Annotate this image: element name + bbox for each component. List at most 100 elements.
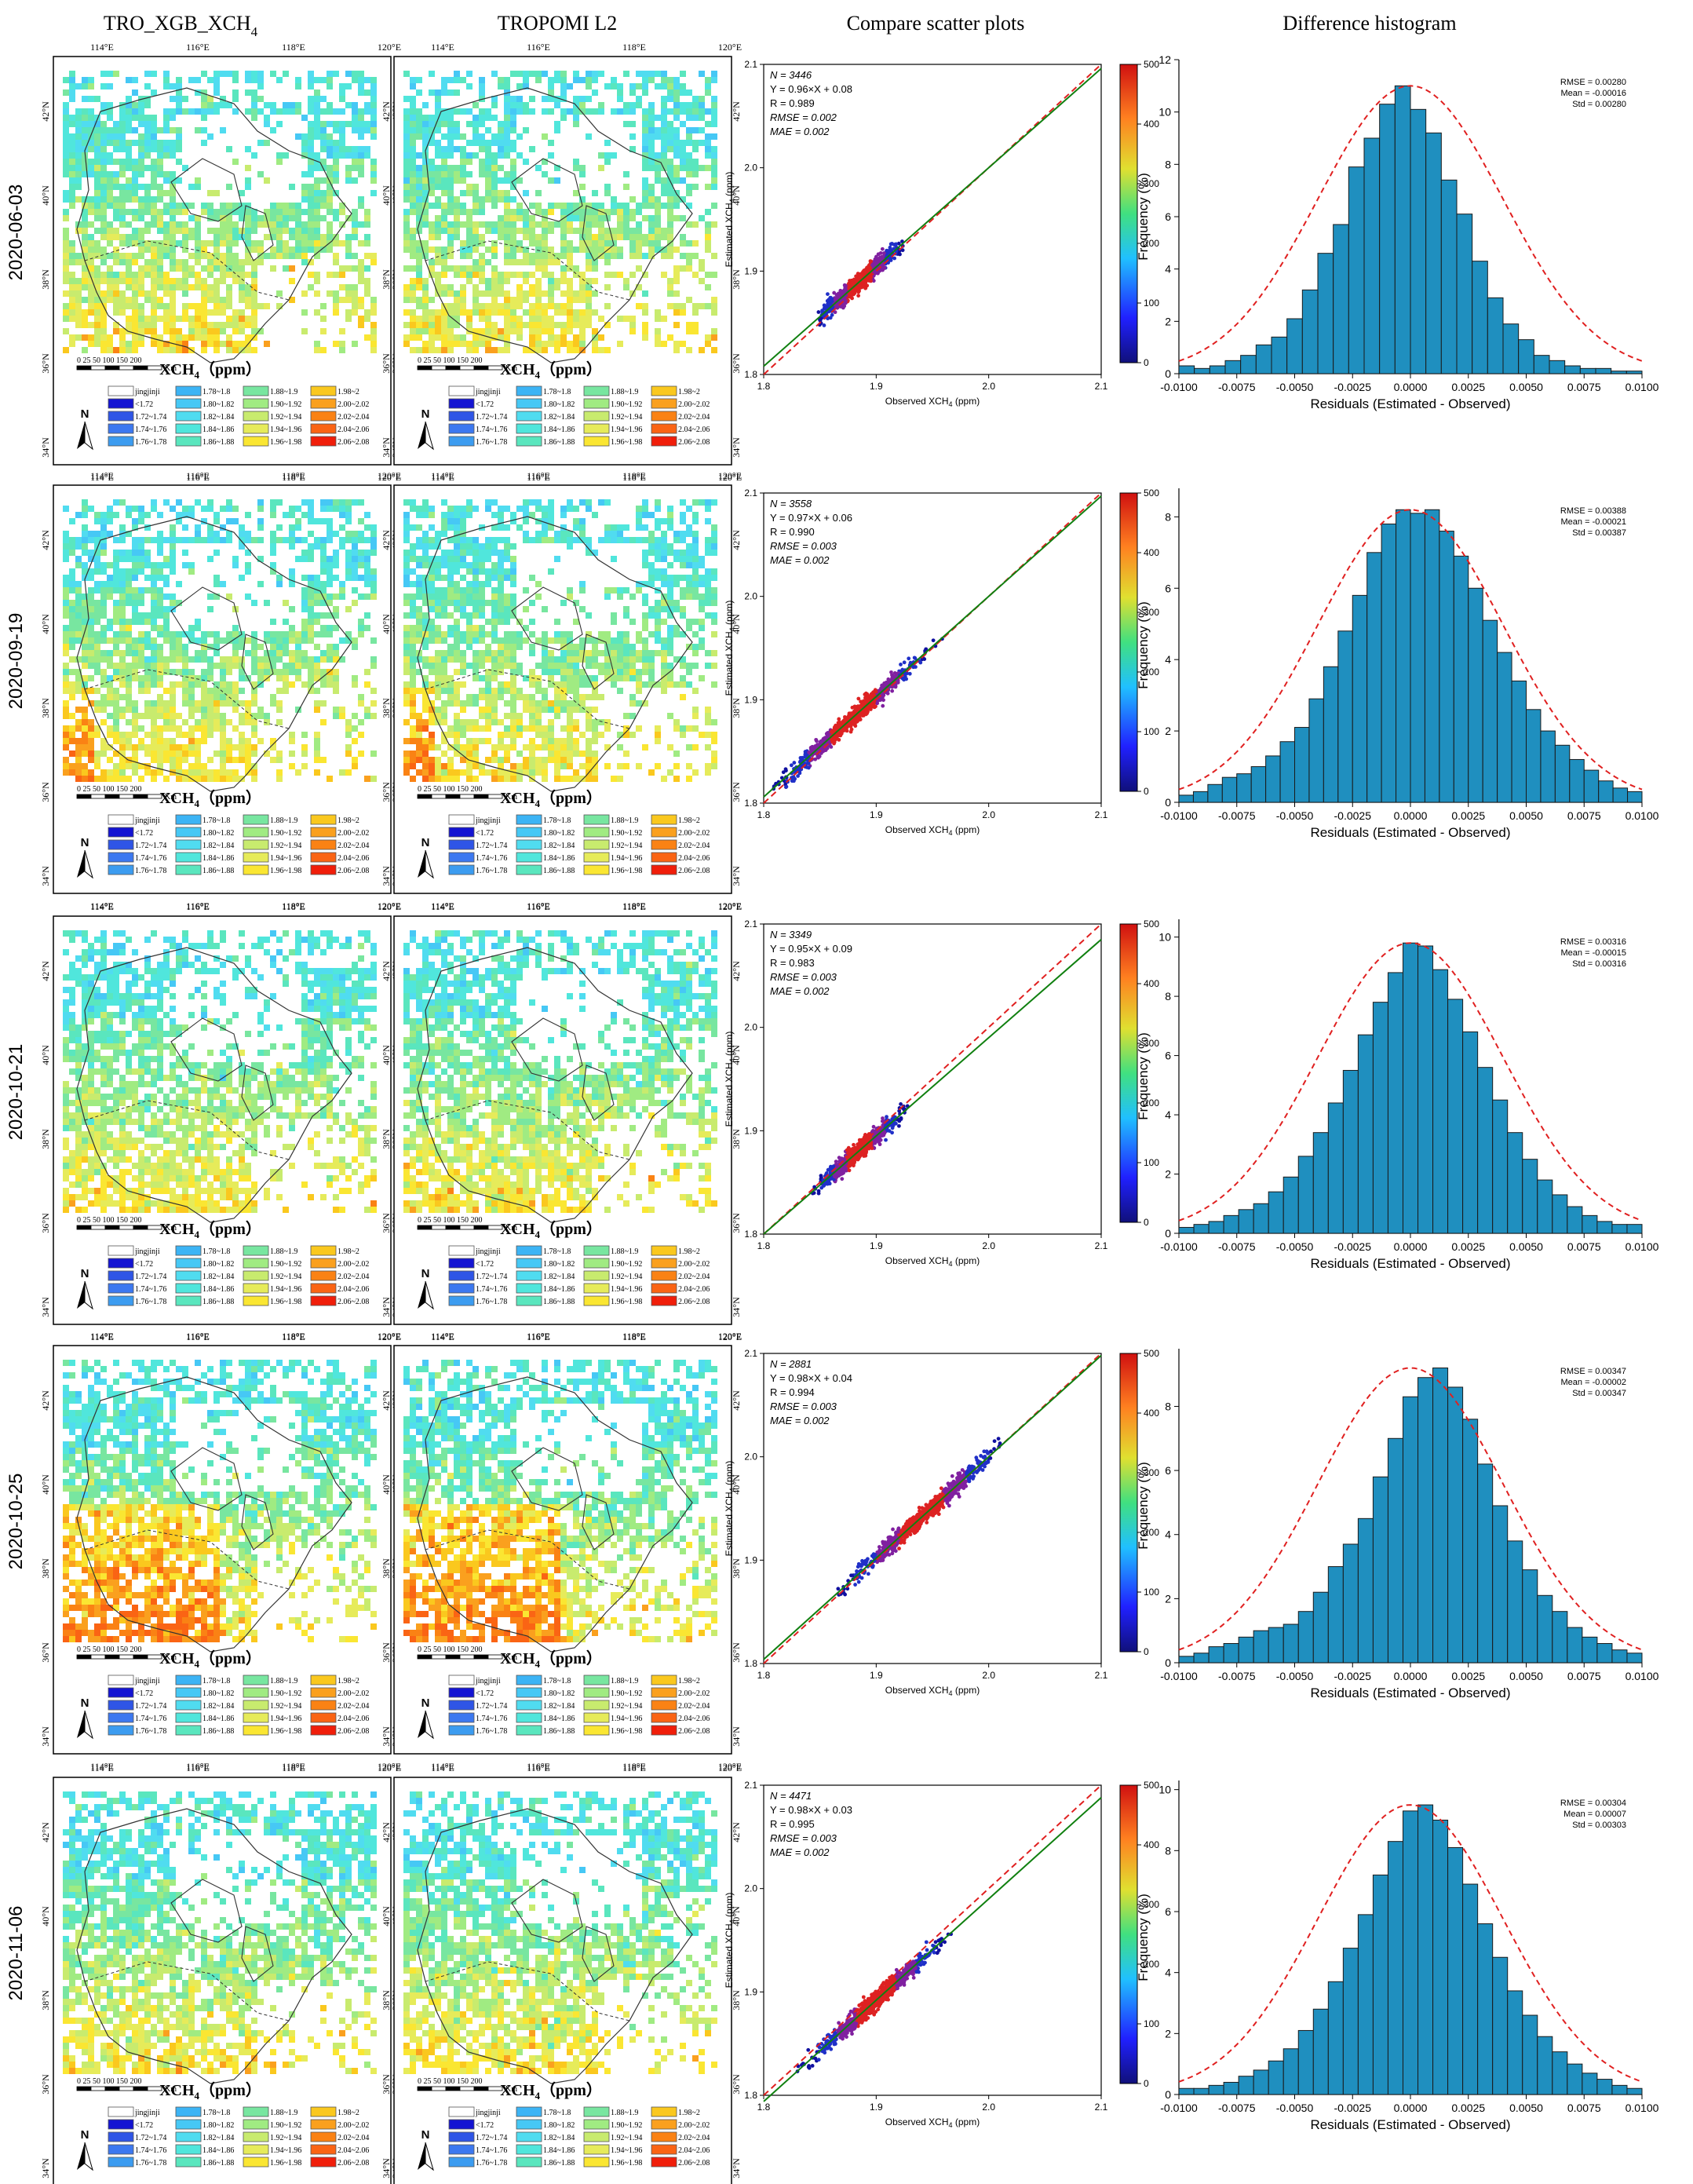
xch4-pixel xyxy=(454,297,460,303)
xch4-pixel xyxy=(485,341,491,347)
xch4-pixel xyxy=(251,669,257,675)
xch4-pixel xyxy=(113,347,119,353)
xch4-pixel xyxy=(239,265,245,272)
xch4-pixel xyxy=(213,328,220,334)
xch4-pixel xyxy=(132,593,138,600)
xch4-pixel xyxy=(636,253,642,259)
xch4-pixel xyxy=(144,656,151,663)
xch4-pixel xyxy=(264,713,270,719)
xch4-pixel xyxy=(617,272,623,278)
xch4-pixel xyxy=(560,234,567,240)
xch4-pixel xyxy=(473,121,479,127)
xch4-pixel xyxy=(314,518,320,524)
xch4-pixel xyxy=(364,240,370,247)
xch4-pixel xyxy=(232,159,239,165)
xch4-pixel xyxy=(410,77,416,83)
xch4-pixel xyxy=(314,102,320,108)
xch4-pixel xyxy=(257,71,264,77)
xch4-pixel xyxy=(69,550,75,556)
xch4-pixel xyxy=(88,744,94,751)
xch4-pixel xyxy=(270,221,276,228)
xch4-pixel xyxy=(69,96,75,102)
xch4-pixel xyxy=(358,77,364,83)
xch4-pixel xyxy=(132,675,138,681)
xch4-pixel xyxy=(94,240,100,247)
xch4-pixel xyxy=(460,240,466,247)
xch4-pixel xyxy=(163,234,170,240)
xch4-pixel xyxy=(245,108,251,115)
xch4-pixel xyxy=(403,96,410,102)
legend-swatch xyxy=(516,423,542,434)
xch4-pixel xyxy=(213,776,220,782)
xch4-pixel xyxy=(358,575,364,581)
xch4-pixel xyxy=(358,203,364,209)
xch4-pixel xyxy=(245,272,251,278)
xch4-pixel xyxy=(648,159,655,165)
xch4-pixel xyxy=(226,240,232,247)
xch4-pixel xyxy=(535,190,542,196)
xch4-pixel xyxy=(289,537,295,543)
xch4-pixel xyxy=(592,347,598,353)
xch4-pixel xyxy=(276,215,283,221)
xch4-pixel xyxy=(170,184,176,190)
xch4-pixel xyxy=(523,83,529,89)
xch4-pixel xyxy=(498,152,504,159)
xch4-pixel xyxy=(245,203,251,209)
xch4-pixel xyxy=(629,133,636,140)
xch4-pixel xyxy=(554,303,560,309)
xch4-pixel xyxy=(119,707,126,713)
xch4-pixel xyxy=(100,247,107,253)
xch4-pixel xyxy=(176,681,182,688)
xch4-pixel xyxy=(699,71,705,77)
hist-bar xyxy=(1611,371,1627,374)
xch4-pixel xyxy=(151,656,157,663)
xch4-pixel xyxy=(692,127,699,133)
xch4-pixel xyxy=(113,184,119,190)
xch4-pixel xyxy=(151,303,157,309)
xch4-pixel xyxy=(358,593,364,600)
xch4-pixel xyxy=(119,675,126,681)
xch4-pixel xyxy=(151,575,157,581)
xch4-pixel xyxy=(163,713,170,719)
xch4-pixel xyxy=(460,334,466,341)
xch4-pixel xyxy=(510,184,516,190)
xch4-pixel xyxy=(648,108,655,115)
xch4-pixel xyxy=(195,228,201,234)
xch4-pixel xyxy=(201,309,207,316)
xch4-pixel xyxy=(491,177,498,184)
xch4-pixel xyxy=(138,688,144,694)
xch4-pixel xyxy=(358,196,364,203)
xch4-pixel xyxy=(170,637,176,644)
xch4-pixel xyxy=(213,537,220,543)
xch4-pixel xyxy=(523,259,529,265)
xch4-pixel xyxy=(345,550,352,556)
xch4-pixel xyxy=(151,769,157,776)
xch4-pixel xyxy=(491,328,498,334)
xch4-pixel xyxy=(69,625,75,631)
xch4-pixel xyxy=(410,334,416,341)
xch4-pixel xyxy=(661,121,667,127)
xch4-pixel xyxy=(498,165,504,171)
xch4-pixel xyxy=(257,669,264,675)
xch4-pixel xyxy=(132,316,138,322)
xch4-pixel xyxy=(126,152,132,159)
xch4-pixel xyxy=(460,265,466,272)
xch4-pixel xyxy=(416,209,422,215)
xch4-pixel xyxy=(479,165,485,171)
xch4-pixel xyxy=(176,512,182,518)
xch4-pixel xyxy=(339,272,345,278)
xch4-pixel xyxy=(195,221,201,228)
xch4-pixel xyxy=(416,259,422,265)
xch4-pixel xyxy=(163,171,170,177)
xch4-pixel xyxy=(220,127,226,133)
xch4-pixel xyxy=(82,347,88,353)
xch4-pixel xyxy=(680,152,686,159)
xch4-pixel xyxy=(370,83,377,89)
xch4-pixel xyxy=(126,322,132,328)
xch4-pixel xyxy=(126,732,132,738)
xch4-pixel xyxy=(151,738,157,744)
xch4-pixel xyxy=(579,272,586,278)
xch4-pixel xyxy=(213,581,220,587)
xch4-pixel xyxy=(473,309,479,316)
xch4-pixel xyxy=(94,133,100,140)
